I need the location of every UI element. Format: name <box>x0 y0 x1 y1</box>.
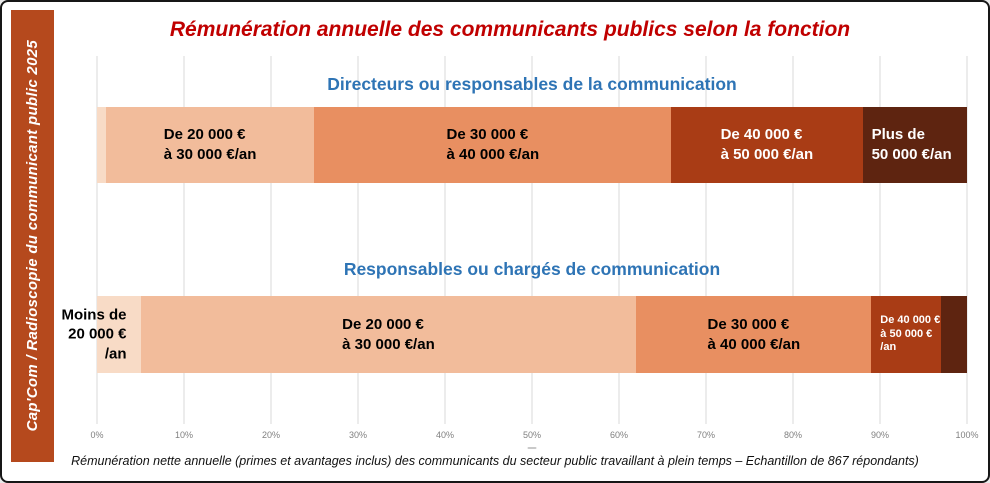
bar-segment: De 20 000 € à 30 000 €/an <box>140 296 637 373</box>
gridline <box>879 56 881 424</box>
bar-segment-label: De 30 000 € à 40 000 €/an <box>446 126 540 163</box>
x-axis: 0% 10% 20% 30% 40% 50% 60% 70% 80% 90% 100% <box>90 430 978 444</box>
bar-segment <box>97 107 106 183</box>
chart-area: Directeurs ou responsables de la communi… <box>61 2 979 481</box>
sidebar-label: Cap'Com / Radioscopie du communicant pub… <box>24 40 41 432</box>
gridline <box>618 56 620 424</box>
bar-segment: De 40 000 € à 50 000 €/an <box>671 107 863 183</box>
bar-group-title-responsables: Responsables ou chargés de communication <box>343 259 721 279</box>
bar-segment: De 30 000 € à 40 000 €/an <box>314 107 672 183</box>
bar-segment-label: De 20 000 € à 30 000 €/an <box>163 126 257 163</box>
x-axis-tick-label: 30% <box>348 430 368 440</box>
gridline <box>792 56 794 424</box>
bar-segment <box>940 296 967 373</box>
bar-segment-label: De 20 000 € à 30 000 €/an <box>342 315 435 353</box>
bar-segment-label: De 40 000 € à 50 000 €/an <box>720 126 814 163</box>
bar-segment-label: Plus de 50 000 €/an <box>871 126 952 163</box>
gridline <box>444 56 446 424</box>
bar-segment: Plus de 50 000 €/an <box>862 107 967 183</box>
bar-group-title-directeurs: Directeurs ou responsables de la communi… <box>327 74 737 94</box>
gridlines <box>96 56 968 424</box>
page-title: Rémunération annuelle des communicants p… <box>169 18 851 41</box>
bar-segment-label: Moins de 20 000 €/an <box>61 305 127 363</box>
bar-directeurs: De 20 000 € à 30 000 €/an De 30 000 € à 40 … <box>97 107 967 183</box>
footnote: Rémunération nette annuelle (primes et a… <box>71 454 919 468</box>
bar-segment-label: De 30 000 € à 40 000 €/an <box>707 315 801 353</box>
gridline <box>270 56 272 424</box>
bar-segment: De 30 000 € à 40 000 €/an <box>636 296 872 373</box>
sidebar-banner: Cap'Com / Radioscopie du communicant pub… <box>11 10 54 462</box>
bar-segment: Moins de 20 000 €/an <box>61 296 141 373</box>
axis-marker-dash <box>527 447 537 449</box>
bar-segment: De 40 000 € à 50 000 €/an <box>871 296 941 373</box>
bar-segment-label: De 40 000 € à 50 000 €/an <box>880 313 941 354</box>
bar-segment: De 20 000 € à 30 000 €/an <box>105 107 315 183</box>
x-axis-tick-label: 80% <box>783 430 803 440</box>
x-axis-tick-label: 70% <box>696 430 716 440</box>
gridline <box>96 56 98 424</box>
gridline <box>183 56 185 424</box>
gridline <box>531 56 533 424</box>
x-axis-tick-label: 50% <box>522 430 542 440</box>
x-axis-tick-label: 90% <box>870 430 890 440</box>
gridline <box>357 56 359 424</box>
gridline <box>966 56 968 424</box>
x-axis-tick-label: 20% <box>261 430 281 440</box>
gridline <box>705 56 707 424</box>
x-axis-tick-label: 60% <box>609 430 629 440</box>
x-axis-tick-label: 100% <box>955 430 979 440</box>
bar-responsables: Moins de 20 000 €/an De 20 000 € à 30 000 €… <box>61 296 967 373</box>
x-axis-tick-label: 0% <box>90 430 104 440</box>
x-axis-tick-label: 40% <box>435 430 455 440</box>
x-axis-tick-label: 10% <box>174 430 194 440</box>
